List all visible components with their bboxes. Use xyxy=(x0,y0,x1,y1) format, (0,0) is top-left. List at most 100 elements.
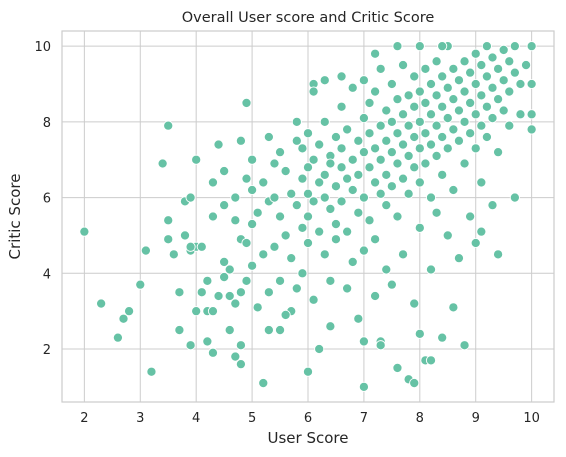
data-point xyxy=(219,256,230,267)
data-point xyxy=(375,154,386,165)
scatter-points xyxy=(79,41,537,392)
data-point xyxy=(347,184,358,196)
data-point xyxy=(470,237,481,249)
x-tick-label: 5 xyxy=(248,411,256,426)
x-axis-label: User Score xyxy=(268,429,349,447)
data-point xyxy=(230,351,241,362)
data-point xyxy=(308,86,319,97)
data-point xyxy=(370,290,381,302)
x-tick-label: 2 xyxy=(80,411,88,426)
data-point xyxy=(392,128,403,139)
data-point xyxy=(280,309,291,320)
x-tick-label: 4 xyxy=(192,411,200,426)
data-point xyxy=(437,41,448,52)
data-point xyxy=(286,188,297,199)
chart-title: Overall User score and Critic Score xyxy=(182,10,435,26)
data-point xyxy=(224,325,235,336)
data-point xyxy=(342,226,353,237)
data-point xyxy=(112,332,123,343)
data-point xyxy=(403,90,414,101)
data-point xyxy=(493,147,504,158)
data-point xyxy=(420,158,431,169)
data-point xyxy=(493,94,504,105)
data-point xyxy=(325,321,336,332)
data-point xyxy=(425,109,437,120)
data-point xyxy=(353,169,364,180)
data-point xyxy=(302,188,314,199)
data-point xyxy=(274,147,286,158)
data-point xyxy=(291,200,302,211)
data-point xyxy=(353,207,364,218)
data-point xyxy=(247,260,258,271)
data-point xyxy=(487,82,498,93)
data-point xyxy=(448,184,459,196)
data-point xyxy=(425,139,437,150)
data-point xyxy=(202,336,213,347)
data-point xyxy=(302,162,314,173)
data-point xyxy=(437,169,448,180)
data-point xyxy=(319,75,330,86)
data-point xyxy=(263,131,274,143)
data-point xyxy=(336,71,347,82)
data-point xyxy=(453,75,465,86)
data-point xyxy=(308,196,319,207)
data-point xyxy=(241,173,252,184)
data-point xyxy=(213,139,224,150)
data-point xyxy=(375,120,386,131)
y-tick-label: 4 xyxy=(43,267,51,282)
data-point xyxy=(425,264,437,275)
data-point xyxy=(135,279,146,290)
data-point xyxy=(526,124,537,135)
data-point xyxy=(185,241,196,252)
data-point xyxy=(347,154,358,165)
data-point xyxy=(493,249,504,260)
data-point xyxy=(297,143,308,154)
data-point xyxy=(459,56,470,67)
data-point xyxy=(174,325,185,336)
data-point xyxy=(314,139,325,150)
data-point xyxy=(330,131,342,143)
data-point xyxy=(347,256,358,267)
data-point xyxy=(325,158,336,169)
data-point xyxy=(386,181,397,192)
data-point xyxy=(224,264,235,275)
data-point xyxy=(476,120,487,131)
data-point xyxy=(196,241,207,252)
data-point xyxy=(397,60,409,71)
data-point xyxy=(308,294,319,305)
data-point xyxy=(191,306,202,317)
y-tick-label: 2 xyxy=(43,343,51,358)
data-point xyxy=(453,253,465,264)
data-point xyxy=(481,131,492,143)
data-point xyxy=(319,116,330,127)
data-point xyxy=(437,332,448,343)
data-point xyxy=(370,177,381,188)
data-point xyxy=(185,192,196,203)
data-point xyxy=(291,135,302,146)
data-point xyxy=(358,147,369,158)
data-point xyxy=(336,162,347,173)
data-point xyxy=(392,362,403,373)
data-point xyxy=(448,63,459,74)
data-point xyxy=(146,366,157,377)
data-point xyxy=(370,86,381,97)
data-point xyxy=(252,302,263,313)
data-point xyxy=(381,264,392,275)
data-point xyxy=(431,56,442,67)
data-point xyxy=(274,325,286,336)
data-point xyxy=(219,166,230,177)
data-point xyxy=(179,230,191,241)
data-point xyxy=(358,192,369,203)
data-point xyxy=(235,359,246,370)
data-point xyxy=(370,48,381,59)
data-point xyxy=(487,113,498,124)
data-point xyxy=(252,207,263,218)
data-point xyxy=(420,97,431,108)
data-point xyxy=(509,192,520,203)
data-point xyxy=(258,177,269,188)
data-point xyxy=(358,381,369,392)
data-point xyxy=(526,41,537,52)
x-tick-label: 3 xyxy=(136,411,144,426)
data-point xyxy=(442,113,453,124)
